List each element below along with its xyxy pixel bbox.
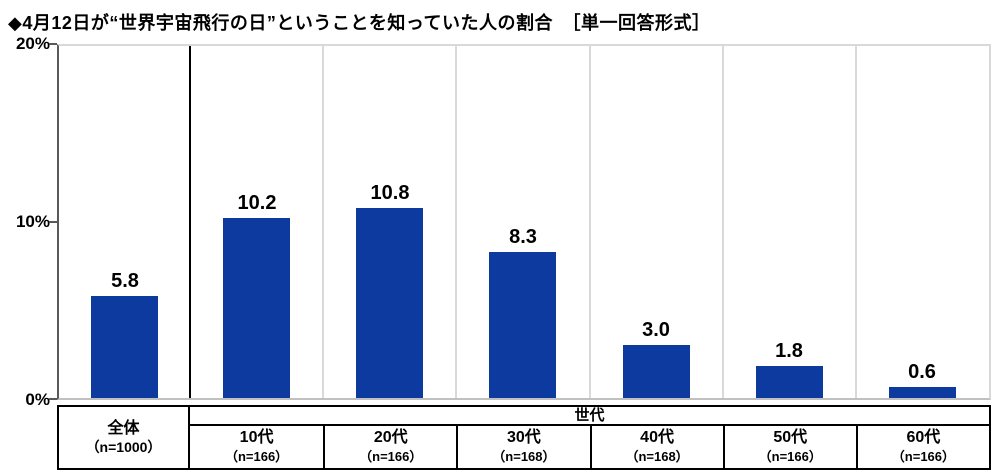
- y-axis-tick-label-20: 20%: [15, 34, 50, 53]
- sample-size-label: （n=166）: [891, 449, 956, 464]
- y-axis-tick-mark: [49, 398, 57, 400]
- sample-size-label: （n=166）: [758, 449, 822, 464]
- category-label: 全体: [107, 420, 140, 437]
- sample-size-label: （n=168）: [492, 449, 556, 464]
- bar-30代: [489, 252, 556, 398]
- category-label: 30代: [507, 429, 541, 446]
- category-label: 40代: [640, 429, 674, 446]
- sample-size-label: （n=166）: [359, 449, 423, 464]
- group-header-label: 世代: [574, 407, 605, 424]
- table-cell-40代: 40代 （n=168）: [589, 426, 723, 468]
- y-axis-tick-label-10: 10%: [15, 212, 50, 231]
- table-cell-50代: 50代 （n=166）: [722, 426, 856, 468]
- y-axis-tick-mark: [49, 221, 57, 223]
- category-label: 50代: [773, 429, 808, 446]
- table-cell-zentai: 全体 （n=1000）: [59, 407, 190, 468]
- sample-size-label: （n=168）: [625, 449, 689, 464]
- bar-40代: [623, 345, 690, 398]
- table-cell-30代: 30代 （n=168）: [456, 426, 589, 468]
- chart-title: ◆4月12日が“世界宇宙飛行の日”ということを知っていた人の割合 ［単一回答形式…: [8, 13, 711, 33]
- sample-size-label: （n=166）: [224, 449, 289, 464]
- bar-value-label: 10.8: [370, 182, 410, 204]
- column-separator-line: [455, 46, 457, 398]
- table-cell-10代: 10代 （n=166）: [190, 426, 323, 468]
- bar-全体: [91, 296, 158, 398]
- category-table: 全体 （n=1000） 世代 10代 （n=166） 20代 （n=166） 30代 （n…: [57, 405, 991, 470]
- bar-value-label: 8.3: [509, 226, 537, 248]
- bar-50代: [756, 366, 823, 398]
- sample-size-label: （n=1000）: [85, 439, 162, 455]
- table-cell-60代: 60代 （n=166）: [855, 426, 989, 468]
- column-separator-line: [722, 46, 724, 398]
- column-separator-line: [855, 46, 857, 398]
- bar-20代: [356, 208, 423, 398]
- bar-value-label: 5.8: [111, 270, 139, 292]
- category-label: 60代: [906, 429, 941, 446]
- bar-value-label: 3.0: [642, 319, 670, 341]
- table-cell-20代: 20代 （n=166）: [323, 426, 456, 468]
- column-separator-line: [322, 46, 324, 398]
- table-header-sedai: 世代: [190, 407, 989, 426]
- column-separator-line: [589, 46, 591, 398]
- zentai-sedai-separator-line: [189, 46, 191, 398]
- bar-value-label: 10.2: [237, 192, 277, 214]
- y-axis-tick-label-0: 0%: [25, 390, 50, 409]
- category-label: 20代: [373, 429, 408, 446]
- bar-60代: [889, 387, 956, 398]
- bar-value-label: 0.6: [908, 361, 936, 383]
- bar-value-label: 1.8: [775, 340, 803, 362]
- category-label: 10代: [239, 429, 274, 446]
- y-axis-tick-mark: [49, 43, 57, 45]
- plot-area: 5.8 10.2 10.8 8.3 3.0 1.8 0.6: [57, 44, 991, 400]
- bar-10代: [223, 218, 290, 398]
